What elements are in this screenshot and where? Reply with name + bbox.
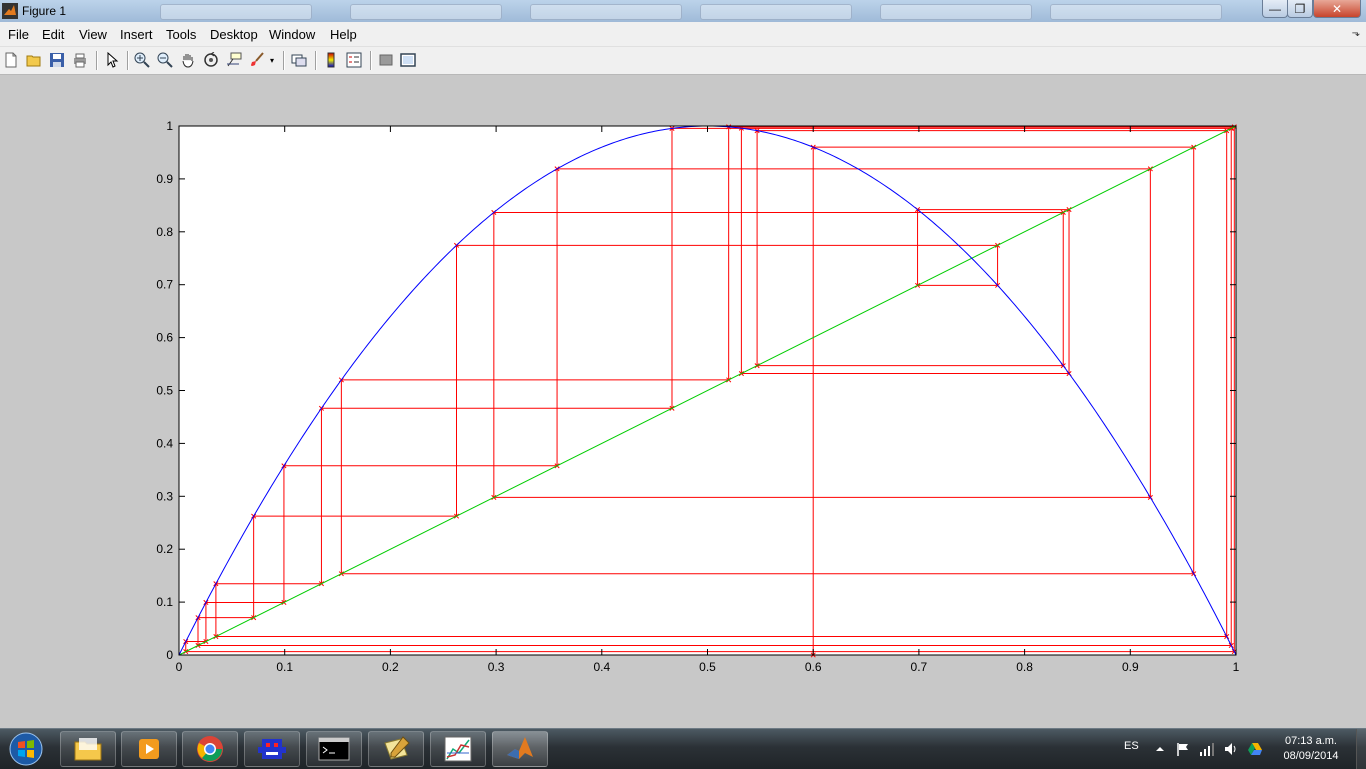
y-tick-label-6: 0.6 xyxy=(156,331,173,345)
y-tick-label-9: 0.9 xyxy=(156,172,173,186)
print-icon[interactable] xyxy=(72,52,88,68)
y-tick-label-0: 0 xyxy=(166,648,173,662)
system-clock[interactable]: 07:13 a.m. 08/09/2014 xyxy=(1275,734,1347,764)
start-button[interactable] xyxy=(4,731,48,767)
matlab-icon xyxy=(2,3,18,19)
clock-date: 08/09/2014 xyxy=(1283,750,1339,762)
show-desktop-button[interactable] xyxy=(1356,729,1366,769)
x-tick-label-8: 0.8 xyxy=(1016,660,1033,674)
chrome-icon xyxy=(197,736,223,762)
taskbar-game[interactable] xyxy=(244,731,300,767)
taskbar-matlab[interactable] xyxy=(492,731,548,767)
brush-dropdown-icon[interactable]: ▾ xyxy=(270,56,275,65)
show-hidden-icons-icon[interactable] xyxy=(1152,741,1168,757)
brush-icon[interactable] xyxy=(249,52,265,68)
rotate-3d-icon[interactable] xyxy=(203,52,219,68)
toolbar-separator xyxy=(283,51,285,70)
toolbar-separator xyxy=(127,51,129,70)
toolbar-separator xyxy=(96,51,98,70)
y-tick-label-8: 0.8 xyxy=(156,225,173,239)
cobweb-plot[interactable]: 0 0.1 0.2 0.3 0.4 0.5 0.6 0.7 0.8 0.9 1 0 0.1 0.2 0.3 0… xyxy=(0,75,1366,728)
menu-view[interactable]: View xyxy=(79,27,107,42)
language-indicator[interactable]: ES xyxy=(1124,740,1139,752)
zoom-out-icon[interactable] xyxy=(157,52,173,68)
x-tick-label-4: 0.4 xyxy=(593,660,610,674)
x-tick-label-9: 0.9 xyxy=(1122,660,1139,674)
link-plot-icon[interactable] xyxy=(291,52,307,68)
y-tick-label-2: 0.2 xyxy=(156,542,173,556)
x-tick-label-10: 1 xyxy=(1233,660,1240,674)
hide-plot-tools-icon[interactable] xyxy=(378,52,394,68)
menu-file[interactable]: File xyxy=(8,27,29,42)
save-icon[interactable] xyxy=(49,52,65,68)
y-tick-label-4: 0.4 xyxy=(156,436,173,450)
x-tick-label-6: 0.6 xyxy=(805,660,822,674)
insert-colorbar-icon[interactable] xyxy=(323,52,339,68)
y-tick-label-7: 0.7 xyxy=(156,278,173,292)
clock-time: 07:13 a.m. xyxy=(1285,735,1337,747)
network-signal-icon[interactable] xyxy=(1199,741,1215,757)
x-tick-label-2: 0.2 xyxy=(382,660,399,674)
menu-edit[interactable]: Edit xyxy=(42,27,65,42)
explorer-icon xyxy=(74,738,102,761)
menu-help[interactable]: Help xyxy=(330,27,357,42)
y-tick-label-1: 0.1 xyxy=(156,595,173,609)
menu-desktop[interactable]: Desktop xyxy=(210,27,258,42)
dock-arrow-icon[interactable]: ⬎ xyxy=(1351,28,1360,39)
cmd-icon xyxy=(318,737,350,761)
zoom-in-icon[interactable] xyxy=(134,52,150,68)
windows-start-icon xyxy=(9,732,43,766)
menu-tools[interactable]: Tools xyxy=(166,27,197,42)
open-file-icon[interactable] xyxy=(26,52,42,68)
volume-icon[interactable] xyxy=(1223,741,1239,757)
edit-plot-arrow-icon[interactable] xyxy=(104,52,120,68)
google-drive-icon[interactable] xyxy=(1247,741,1263,757)
toolbar-separator xyxy=(370,51,372,70)
taskbar-media-player[interactable] xyxy=(121,731,177,767)
diagonal-series xyxy=(178,125,1237,656)
pan-hand-icon[interactable] xyxy=(180,52,196,68)
media-player-icon xyxy=(139,739,159,759)
taskbar-notepad[interactable] xyxy=(368,731,424,767)
close-button[interactable]: ✕ xyxy=(1313,0,1361,18)
action-center-flag-icon[interactable] xyxy=(1175,741,1191,757)
minimize-button[interactable]: — xyxy=(1262,0,1288,18)
maximize-button[interactable]: ❐ xyxy=(1287,0,1313,18)
matlab-icon xyxy=(507,737,533,759)
window-title: Figure 1 xyxy=(22,4,67,18)
background-tabs xyxy=(120,2,1240,20)
new-figure-icon[interactable] xyxy=(3,52,19,68)
menu-insert[interactable]: Insert xyxy=(120,27,153,42)
game-icon xyxy=(258,739,286,759)
x-tick-label-3: 0.3 xyxy=(488,660,505,674)
plot-icon xyxy=(444,736,472,762)
y-tick-label-10: 1 xyxy=(166,119,173,133)
figure-canvas: 0 0.1 0.2 0.3 0.4 0.5 0.6 0.7 0.8 0.9 1 0 0.1 0.2 0.3 0… xyxy=(0,75,1366,728)
y-tick-label-3: 0.3 xyxy=(156,489,173,503)
x-tick-label-7: 0.7 xyxy=(911,660,928,674)
taskbar-plot[interactable] xyxy=(430,731,486,767)
x-tick-label-0: 0 xyxy=(176,660,183,674)
taskbar-explorer[interactable] xyxy=(60,731,116,767)
x-tick-label-5: 0.5 xyxy=(699,660,716,674)
window-titlebar: Figure 1 — ❐ ✕ xyxy=(0,0,1366,22)
figure-toolbar: ▾ xyxy=(0,47,1366,75)
x-tick-label-1: 0.1 xyxy=(276,660,293,674)
y-tick-label-5: 0.5 xyxy=(156,384,173,398)
taskbar-cmd[interactable] xyxy=(306,731,362,767)
toolbar-separator xyxy=(315,51,317,70)
data-cursor-icon[interactable] xyxy=(226,52,242,68)
taskbar-chrome[interactable] xyxy=(182,731,238,767)
notepad-icon xyxy=(384,736,410,760)
menu-window[interactable]: Window xyxy=(269,27,316,42)
show-plot-tools-icon[interactable] xyxy=(400,52,416,68)
taskbar: ES 07:13 a.m. 08/09/2014 xyxy=(0,728,1366,769)
insert-legend-icon[interactable] xyxy=(346,52,362,68)
menu-bar: File Edit View Insert Tools Desktop Wind… xyxy=(0,22,1366,47)
